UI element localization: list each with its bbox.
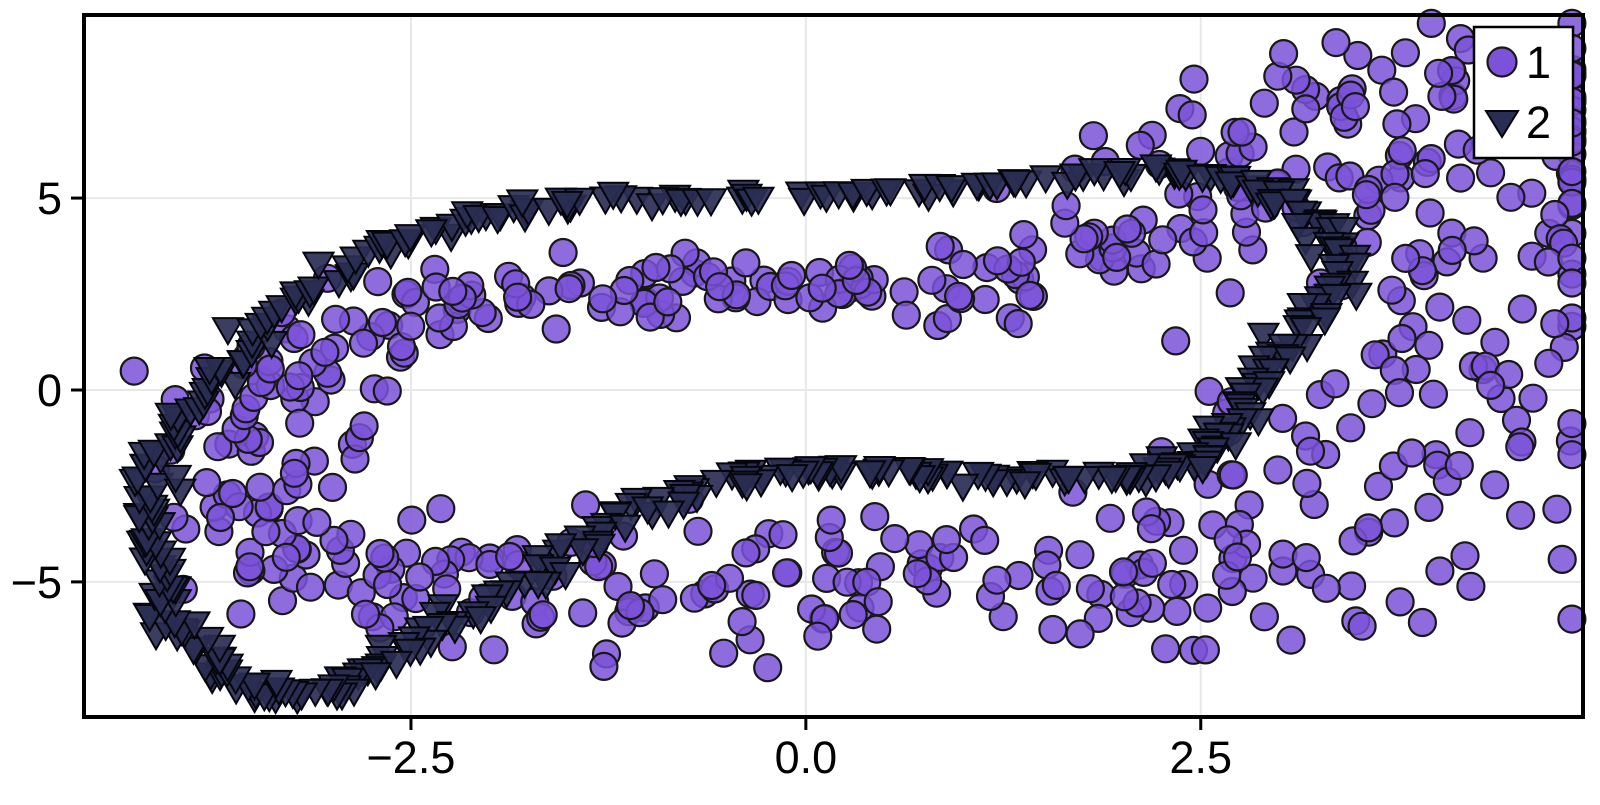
svg-text:−2.5: −2.5 [367, 732, 456, 783]
svg-text:0.0: 0.0 [775, 732, 838, 783]
legend-label-1: 1 [1526, 37, 1551, 88]
svg-text:2.5: 2.5 [1169, 732, 1232, 783]
legend-marker-triangle-icon [1484, 110, 1520, 139]
y-axis-ticks: 5 0 −5 [11, 173, 84, 608]
x-axis-ticks: −2.5 0.0 2.5 [367, 717, 1232, 783]
legend-marker-circle-icon [1486, 46, 1518, 78]
series-2-points [118, 154, 1374, 716]
svg-text:0: 0 [37, 365, 62, 416]
plot-border [82, 13, 1585, 719]
legend-box [1472, 25, 1575, 160]
svg-text:5: 5 [37, 173, 62, 224]
legend-label-2: 2 [1526, 97, 1551, 148]
legend: 1 2 [1472, 25, 1575, 160]
svg-text:−5: −5 [11, 557, 62, 608]
series-1-points [119, 8, 1587, 683]
